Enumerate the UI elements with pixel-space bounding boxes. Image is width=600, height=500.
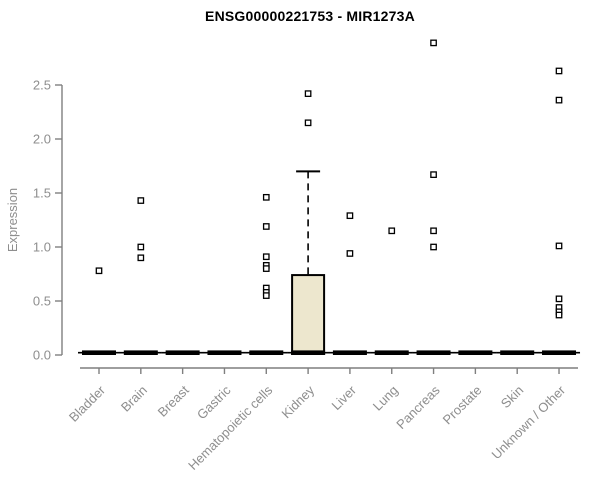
y-tick-label: 0.5 xyxy=(33,294,51,309)
y-tick-label: 2.5 xyxy=(33,78,51,93)
median-zero-bar xyxy=(416,350,451,355)
category-label: Gastric xyxy=(194,382,234,422)
outlier-point xyxy=(555,96,563,104)
category-label: Prostate xyxy=(440,383,485,428)
y-tick-label: 0.0 xyxy=(33,348,51,363)
outlier-point xyxy=(430,171,437,178)
outlier-point xyxy=(304,119,312,127)
outlier-point xyxy=(137,254,145,262)
outlier-point xyxy=(262,253,270,261)
category-label: Brain xyxy=(118,383,150,415)
outlier-point xyxy=(430,227,437,235)
chart-title: ENSG00000221753 - MIR1273A xyxy=(205,8,415,24)
y-axis-label: Expression xyxy=(5,188,20,252)
category-label: Pancreas xyxy=(393,382,443,432)
category-label: Kidney xyxy=(279,382,318,421)
outlier-point xyxy=(555,242,563,250)
y-tick-label: 2.0 xyxy=(33,132,51,147)
outlier-point xyxy=(262,292,270,299)
category-label: Bladder xyxy=(66,382,109,425)
outlier-point xyxy=(555,67,563,75)
median-zero-bar xyxy=(165,350,200,355)
median-zero-bar xyxy=(374,350,409,355)
box-rect xyxy=(291,274,326,355)
median-zero-bar xyxy=(123,350,158,355)
outlier-point xyxy=(137,243,145,251)
outlier-point xyxy=(346,212,354,220)
median-zero-bar xyxy=(82,350,116,355)
median-zero-bar xyxy=(542,350,577,355)
median-zero-bar xyxy=(458,350,493,355)
outlier-point xyxy=(262,265,270,272)
median-zero-bar xyxy=(249,350,284,355)
outlier-point xyxy=(555,311,563,319)
outlier-point xyxy=(262,193,270,201)
outlier-point xyxy=(430,39,437,47)
category-label: Liver xyxy=(329,382,360,413)
category-label: Lung xyxy=(370,383,401,414)
category-label: Skin xyxy=(498,383,526,411)
median-zero-bar xyxy=(207,350,242,355)
y-tick-label: 1.5 xyxy=(33,186,51,201)
outlier-point xyxy=(304,90,312,97)
outlier-point xyxy=(95,267,103,275)
category-label: Breast xyxy=(155,382,192,419)
outlier-point xyxy=(430,243,437,251)
outlier-point xyxy=(388,227,396,235)
outlier-point xyxy=(137,197,145,204)
outlier-point xyxy=(262,223,270,230)
median-zero-bar xyxy=(500,350,535,355)
median-zero-bar xyxy=(332,350,367,355)
median-zero-bar xyxy=(291,350,326,355)
category-label: Unknown / Other xyxy=(489,382,569,462)
outlier-point xyxy=(346,250,354,257)
outlier-point xyxy=(555,295,563,303)
y-tick-label: 1.0 xyxy=(33,240,51,255)
